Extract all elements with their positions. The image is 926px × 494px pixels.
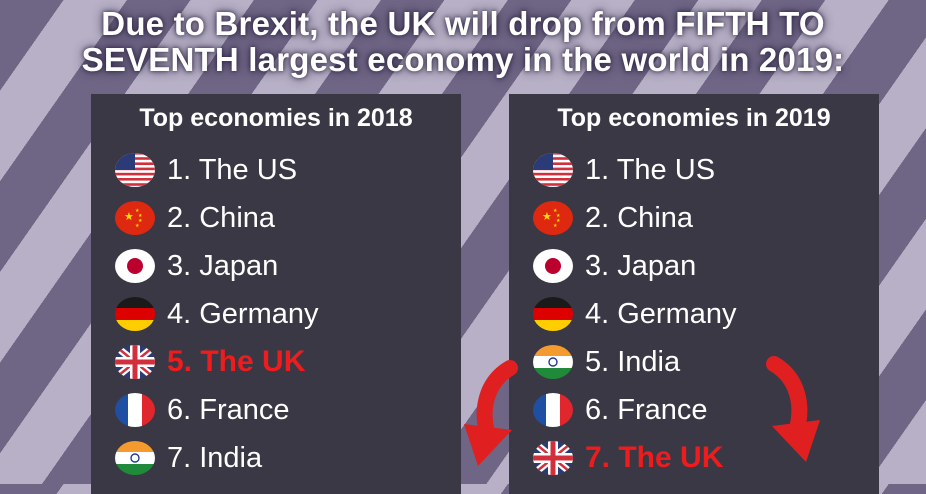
china-flag-icon: ★ ★ ★ ★ ★	[113, 200, 157, 236]
ranking-item: 7. The UK	[531, 434, 737, 482]
ranking-list: 1. The US ★ ★ ★ ★ ★ 2. China 3. Japan 4. Germany…	[113, 146, 319, 482]
svg-text:★: ★	[556, 218, 561, 224]
us-flag-icon	[113, 152, 157, 188]
france-flag-icon	[531, 392, 575, 428]
france-flag-icon	[113, 392, 157, 428]
svg-text:★: ★	[135, 208, 140, 214]
ranking-item: 1. The US	[113, 146, 319, 194]
ranking-label: 1. The US	[585, 153, 716, 186]
ranking-panel-2018: Top economies in 2018 1. The US ★ ★ ★ ★ ★ 2. C…	[91, 94, 461, 494]
svg-text:★: ★	[138, 213, 143, 219]
panel-title: Top economies in 2019	[557, 104, 831, 132]
uk-flag-icon	[113, 344, 157, 380]
headline-line-1: Due to Brexit, the UK will drop from FIF…	[101, 5, 825, 42]
ranking-item: ★ ★ ★ ★ ★ 2. China	[113, 194, 319, 242]
svg-text:★: ★	[553, 223, 558, 229]
ranking-label: 3. Japan	[167, 249, 279, 282]
svg-text:★: ★	[553, 208, 558, 214]
japan-flag-icon	[531, 248, 575, 284]
ranking-label: 4. Germany	[167, 297, 319, 330]
svg-text:★: ★	[138, 218, 143, 224]
ranking-item: 7. India	[113, 434, 319, 482]
ranking-label: 7. The UK	[585, 441, 724, 474]
germany-flag-icon	[113, 296, 157, 332]
ranking-item: 4. Germany	[531, 290, 737, 338]
curved-arrow-right-icon	[752, 356, 822, 466]
us-flag-icon	[531, 152, 575, 188]
ranking-label: 6. France	[167, 393, 290, 426]
ranking-item: 6. France	[531, 386, 737, 434]
ranking-label: 7. India	[167, 441, 263, 474]
ranking-label: 5. The UK	[167, 345, 306, 378]
ranking-item: 4. Germany	[113, 290, 319, 338]
ranking-label: 4. Germany	[585, 297, 737, 330]
ranking-label: 6. France	[585, 393, 708, 426]
ranking-label: 5. India	[585, 345, 681, 378]
headline-line-2: SEVENTH largest economy in the world in …	[81, 41, 845, 78]
curved-arrow-left-icon	[462, 360, 532, 472]
india-flag-icon	[531, 344, 575, 380]
ranking-label: 2. China	[167, 201, 276, 234]
ranking-item: 3. Japan	[531, 242, 737, 290]
ranking-item: 5. The UK	[113, 338, 319, 386]
china-flag-icon: ★ ★ ★ ★ ★	[531, 200, 575, 236]
ranking-item: 5. India	[531, 338, 737, 386]
ranking-panel-2019: Top economies in 2019 1. The US ★ ★ ★ ★ ★ 2. C…	[509, 94, 879, 494]
svg-text:★: ★	[124, 210, 134, 223]
uk-flag-icon	[531, 440, 575, 476]
india-flag-icon	[113, 440, 157, 476]
headline: Due to Brexit, the UK will drop from FIF…	[0, 6, 926, 78]
svg-text:★: ★	[135, 223, 140, 229]
panel-title: Top economies in 2018	[139, 104, 413, 132]
ranking-label: 1. The US	[167, 153, 298, 186]
ranking-item: 6. France	[113, 386, 319, 434]
germany-flag-icon	[531, 296, 575, 332]
ranking-item: ★ ★ ★ ★ ★ 2. China	[531, 194, 737, 242]
japan-flag-icon	[113, 248, 157, 284]
ranking-item: 1. The US	[531, 146, 737, 194]
ranking-list: 1. The US ★ ★ ★ ★ ★ 2. China 3. Japan 4. Germany…	[531, 146, 737, 482]
ranking-label: 2. China	[585, 201, 694, 234]
ranking-item: 3. Japan	[113, 242, 319, 290]
ranking-label: 3. Japan	[585, 249, 697, 282]
svg-text:★: ★	[556, 213, 561, 219]
svg-text:★: ★	[542, 210, 552, 223]
